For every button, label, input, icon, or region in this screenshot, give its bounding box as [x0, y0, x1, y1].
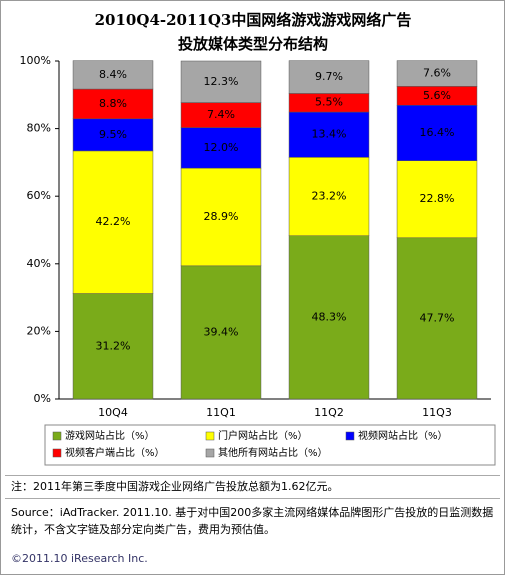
- value-label: 12.3%: [204, 75, 239, 88]
- bar-segment: [288, 111, 370, 158]
- legend-swatch: [52, 431, 62, 441]
- chart-title: 投放媒体类型分布结构: [178, 35, 328, 53]
- value-label: 8.4%: [99, 68, 127, 81]
- legend-label: 游戏网站占比（%）: [65, 429, 155, 442]
- separator: [5, 498, 500, 499]
- bar-segment: [180, 265, 262, 400]
- legend-label: 其他所有网站占比（%）: [218, 446, 328, 459]
- bar-segment: [396, 237, 478, 400]
- bar-segment: [72, 60, 154, 90]
- value-label: 39.4%: [204, 325, 239, 338]
- legend-box: [44, 424, 496, 466]
- chart: 2010Q4-2011Q3中国网络游戏游戏网络广告 投放媒体类型分布结构 0% 2…: [20, 11, 496, 466]
- value-label: 8.8%: [99, 97, 127, 110]
- bar-segment: [180, 102, 262, 128]
- bar-segment: [288, 235, 370, 400]
- y-tick-label: 40%: [27, 257, 51, 270]
- value-label: 7.4%: [207, 108, 235, 121]
- chart-title: 2010Q4-2011Q3中国网络游戏游戏网络广告: [95, 11, 412, 29]
- x-tick-label: 10Q4: [98, 406, 128, 419]
- y-tick-label: 100%: [20, 54, 51, 67]
- value-label: 5.6%: [423, 89, 451, 102]
- value-label: 9.5%: [99, 128, 127, 141]
- value-label: 5.5%: [315, 96, 343, 109]
- bar-segment: [288, 157, 370, 236]
- bar-segment: [180, 167, 262, 267]
- y-tick-label: 80%: [27, 122, 51, 135]
- value-label: 28.9%: [204, 210, 239, 223]
- x-tick-label: 11Q1: [206, 406, 236, 419]
- bar-segment: [72, 150, 154, 294]
- bar-segment: [180, 60, 262, 103]
- note: 注：2011年第三季度中国游戏企业网络广告投放总额为1.62亿元。: [11, 480, 339, 493]
- y-tick-label: 0%: [34, 392, 51, 405]
- separator: [5, 475, 500, 476]
- legend-label: 门户网站占比（%）: [218, 429, 308, 442]
- bar-segment: [72, 293, 154, 400]
- value-label: 13.4%: [312, 128, 347, 141]
- x-tick-label: 11Q3: [422, 406, 452, 419]
- footer: ©2011.10 iResearch Inc.: [11, 552, 148, 565]
- value-label: 31.2%: [96, 339, 131, 352]
- legend-label: 视频网站占比（%）: [358, 429, 448, 442]
- value-label: 12.0%: [204, 141, 239, 154]
- value-label: 7.6%: [423, 67, 451, 80]
- x-tick-label: 11Q2: [314, 406, 344, 419]
- legend-swatch: [205, 431, 215, 441]
- value-label: 16.4%: [420, 126, 455, 139]
- legend-swatch: [345, 431, 355, 441]
- value-label: 23.2%: [312, 190, 347, 203]
- value-label: 9.7%: [315, 70, 343, 83]
- source: Source：iAdTracker. 2011.10. 基于对中国200多家主流…: [11, 506, 494, 536]
- value-label: 47.7%: [420, 311, 455, 324]
- value-label: 48.3%: [312, 310, 347, 323]
- bar-segment: [396, 60, 478, 87]
- value-label: 42.2%: [96, 215, 131, 228]
- bar-segment: [396, 160, 478, 239]
- y-tick-label: 20%: [27, 324, 51, 337]
- legend-swatch: [205, 448, 215, 458]
- legend-label: 视频客户端占比（%）: [65, 446, 165, 459]
- bar-segment: [288, 60, 370, 94]
- bar-segment: [396, 105, 478, 161]
- y-tick-label: 60%: [27, 189, 51, 202]
- value-label: 22.8%: [420, 192, 455, 205]
- legend-swatch: [52, 448, 62, 458]
- bar-segment: [180, 127, 262, 169]
